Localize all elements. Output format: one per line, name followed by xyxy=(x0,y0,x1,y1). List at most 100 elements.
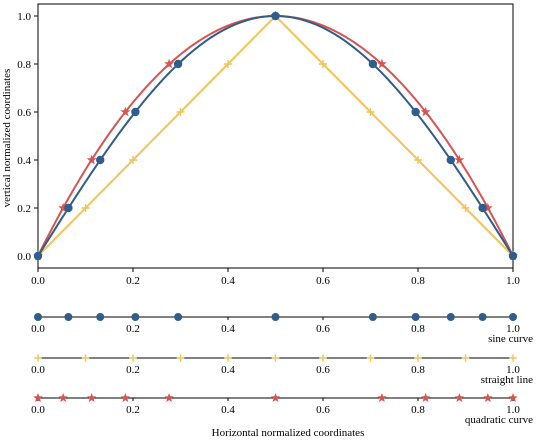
strip-tick-label: 0.2 xyxy=(126,404,140,416)
y-tick-label: 0.8 xyxy=(17,59,31,71)
strip-tick-label: 0.2 xyxy=(126,364,140,376)
x-tick-label: 0.4 xyxy=(221,275,235,287)
strip-marker-sine xyxy=(509,313,517,321)
strip-tick-label: 0.8 xyxy=(411,404,425,416)
x-tick-label: 0.2 xyxy=(126,275,140,287)
strip-marker-quadratic xyxy=(86,393,97,402)
strip-marker-quadratic xyxy=(508,393,518,402)
data-point-quadratic xyxy=(58,202,69,213)
strip-marker-sine xyxy=(411,313,420,321)
strip-marker-sine xyxy=(271,313,280,321)
series-line-quadratic xyxy=(37,14,514,257)
strip-marker-sine xyxy=(64,313,73,321)
data-point-sine xyxy=(508,251,518,261)
data-point-sine xyxy=(411,107,420,117)
data-point-quadratic xyxy=(86,154,97,165)
data-point-straight xyxy=(129,156,137,164)
strip-marker-quadratic xyxy=(120,393,131,402)
strip-tick-label: 0.0 xyxy=(31,323,45,335)
data-point-straight xyxy=(176,108,185,116)
data-point-straight xyxy=(366,108,375,116)
strip-marker-straight xyxy=(461,354,470,362)
data-point-quadratic xyxy=(420,106,431,117)
x-tick-label: 1.0 xyxy=(506,275,520,287)
strip-tick-label: 0.4 xyxy=(221,404,235,416)
data-point-quadratic xyxy=(120,106,131,117)
strip-tick-label: 0.4 xyxy=(221,364,235,376)
strip-tick-label: 1.0 xyxy=(506,323,520,335)
strip-marker-straight xyxy=(224,354,232,362)
strip-marker-sine xyxy=(368,313,377,321)
strip-label: straight line xyxy=(481,374,533,386)
data-point-sine xyxy=(33,251,43,261)
strip-tick-label: 0.6 xyxy=(316,364,330,376)
data-point-quadratic xyxy=(164,58,175,69)
plot-frame xyxy=(37,3,514,269)
data-point-sine xyxy=(271,11,280,21)
data-point-straight xyxy=(81,204,90,212)
strip-marker-straight xyxy=(176,354,185,362)
y-tick-label: 0.4 xyxy=(17,155,31,167)
strip-marker-sine xyxy=(96,313,105,321)
data-point-straight xyxy=(224,60,232,68)
y-tick-label: 0.2 xyxy=(17,203,31,215)
data-point-sine xyxy=(131,107,140,117)
x-tick-label: 0.8 xyxy=(411,275,425,287)
data-point-sine xyxy=(368,59,378,69)
strip-marker-straight xyxy=(509,354,517,362)
strip-tick-label: 0.8 xyxy=(411,323,425,335)
strip-marker-straight xyxy=(366,354,375,362)
data-point-quadratic xyxy=(454,154,465,165)
data-point-sine xyxy=(64,203,73,213)
y-tick-label: 0.0 xyxy=(17,251,31,263)
data-point-sine xyxy=(478,203,487,213)
strip-marker-straight xyxy=(414,354,422,362)
strip-label: quadratic curve xyxy=(465,414,533,426)
strip-marker-straight xyxy=(271,354,280,362)
strip-marker-straight xyxy=(81,354,90,362)
strip-tick-label: 0.0 xyxy=(31,404,45,416)
data-point-straight xyxy=(461,204,470,212)
data-point-quadratic xyxy=(482,202,493,213)
strip-marker-sine xyxy=(446,313,455,321)
data-point-straight xyxy=(414,156,422,164)
strip-marker-straight xyxy=(319,354,327,362)
y-tick-label: 0.6 xyxy=(17,107,31,119)
x-axis-label: Horizontal normalized coordinates xyxy=(212,427,365,439)
strip-tick-label: 0.6 xyxy=(316,404,330,416)
strip-tick-label: 0.2 xyxy=(126,323,140,335)
strip-label: sine curve xyxy=(488,333,533,345)
series-line-straight xyxy=(37,14,514,257)
data-point-straight xyxy=(319,60,327,68)
strip-marker-sine xyxy=(34,313,42,321)
strip-marker-quadratic xyxy=(270,393,281,402)
strip-tick-label: 1.0 xyxy=(506,364,520,376)
strip-marker-sine xyxy=(478,313,487,321)
data-point-sine xyxy=(446,155,455,165)
strip-marker-quadratic xyxy=(58,393,68,402)
strip-tick-label: 0.8 xyxy=(411,364,425,376)
strip-marker-quadratic xyxy=(33,393,43,402)
strip-tick-label: 0.0 xyxy=(31,364,45,376)
x-tick-label: 0.6 xyxy=(316,275,330,287)
data-point-sine xyxy=(96,155,105,165)
strip-marker-quadratic xyxy=(164,393,174,402)
strip-marker-quadratic xyxy=(420,393,431,402)
strip-marker-sine xyxy=(131,313,140,321)
strip-marker-quadratic xyxy=(454,393,465,402)
series-line-sine xyxy=(37,14,514,257)
x-tick-label: 0.0 xyxy=(31,275,45,287)
strip-marker-straight xyxy=(129,354,137,362)
y-tick-label: 1.0 xyxy=(17,11,31,23)
y-axis-label: vertical normalized coordinates xyxy=(1,69,13,208)
strip-tick-label: 0.4 xyxy=(221,323,235,335)
strip-marker-quadratic xyxy=(483,393,493,402)
strip-marker-sine xyxy=(174,313,183,321)
main-plot: 0.0 0.2 0.4 0.6 0.8 1.0 0.0 0.2 0.4 0.6 0.8 1.0 xyxy=(17,3,520,287)
data-point-quadratic xyxy=(376,58,387,69)
